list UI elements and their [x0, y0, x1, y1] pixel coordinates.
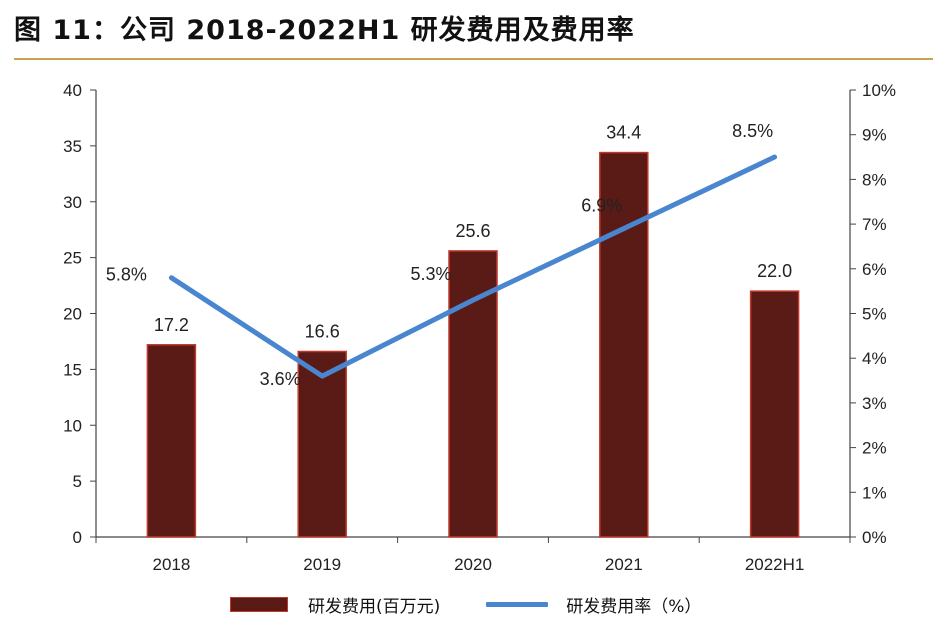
- left-tick-label: 25: [63, 249, 82, 268]
- x-tick-label: 2021: [605, 555, 643, 574]
- right-tick-label: 2%: [862, 439, 887, 458]
- right-tick-label: 6%: [862, 260, 887, 279]
- left-tick-label: 30: [63, 193, 82, 212]
- right-tick-label: 7%: [862, 215, 887, 234]
- chart-title: 图 11：公司 2018-2022H1 研发费用及费用率: [14, 15, 635, 46]
- legend-bar-swatch: [230, 597, 288, 612]
- left-tick-label: 5: [73, 472, 82, 491]
- right-tick-label: 0%: [862, 528, 887, 547]
- bar-value-label: 22.0: [757, 261, 792, 281]
- right-tick-label: 9%: [862, 126, 887, 145]
- legend-line-label: 研发费用率（%）: [566, 597, 702, 617]
- legend-item-bar: 研发费用(百万元): [230, 592, 440, 617]
- left-tick-label: 15: [63, 360, 82, 379]
- left-tick-label: 40: [63, 81, 82, 100]
- bar-value-label: 17.2: [154, 315, 189, 335]
- rate-value-label: 5.8%: [106, 265, 147, 285]
- bar-2021: [599, 151, 649, 538]
- legend-item-line: 研发费用率（%）: [440, 592, 701, 617]
- rate-value-label: 6.9%: [581, 196, 622, 216]
- bar-2022H1: [749, 290, 800, 538]
- right-tick-label: 4%: [862, 349, 887, 368]
- legend-bar-label: 研发费用(百万元): [308, 597, 441, 617]
- right-tick-label: 8%: [862, 170, 887, 189]
- x-tick-label: 2018: [152, 555, 190, 574]
- bar-value-label: 34.4: [606, 123, 641, 143]
- x-tick-label: 2019: [303, 555, 341, 574]
- right-tick-label: 10%: [862, 81, 896, 100]
- bar-value-label: 16.6: [305, 321, 340, 341]
- right-tick-label: 5%: [862, 305, 887, 324]
- chart-svg: 0 5 10 15 20 25 30 35 40 0% 1% 2% 3% 4% 5% 6% 7% 8% 9% 10% 2…: [63, 81, 896, 574]
- left-tick-label: 0: [73, 528, 82, 547]
- left-tick-label: 10: [63, 416, 82, 435]
- bar-2018: [146, 344, 197, 538]
- rate-value-label: 3.6%: [260, 369, 301, 389]
- right-tick-label: 3%: [862, 394, 887, 413]
- rate-value-label: 5.3%: [410, 264, 451, 284]
- right-tick-label: 1%: [862, 483, 887, 502]
- legend-line-swatch: [486, 602, 549, 607]
- left-tick-label: 35: [63, 137, 82, 156]
- bar-value-label: 25.6: [455, 221, 490, 241]
- title-divider: [14, 58, 933, 60]
- rate-value-label: 8.5%: [732, 121, 773, 141]
- x-tick-label: 2022H1: [745, 555, 805, 574]
- bar-2019: [297, 350, 347, 538]
- chart-legend: 研发费用(百万元) 研发费用率（%）: [230, 592, 701, 617]
- x-tick-label: 2020: [454, 555, 492, 574]
- left-tick-label: 20: [63, 305, 82, 324]
